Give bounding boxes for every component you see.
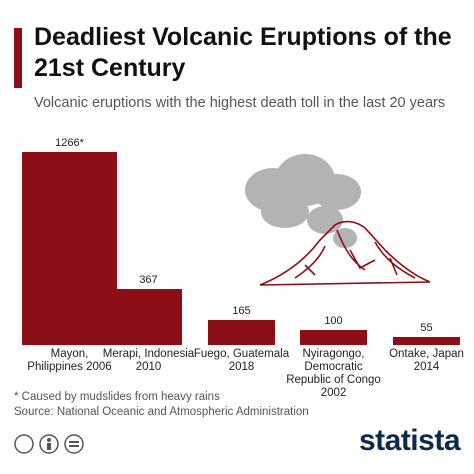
category-label: Fuego, Guatemala 2018 [193, 348, 290, 373]
volcano-illustration [245, 154, 431, 286]
bar [115, 289, 182, 345]
category-label: Ontake, Japan 2014 [389, 348, 464, 373]
value-label: 367 [139, 274, 158, 287]
source: Source: National Oceanic and Atmospheric… [14, 406, 309, 418]
value-label: 100 [324, 314, 343, 327]
footnote: * Caused by mudslides from heavy rains [14, 391, 220, 403]
value-label: 55 [420, 321, 433, 334]
value-label: 1266* [55, 137, 84, 149]
bar [300, 329, 367, 345]
category-label: Nyiragongo, Democratic Republic of Congo… [286, 348, 381, 399]
brand-logo: statista [358, 424, 461, 457]
chart-subtitle: Volcanic eruptions with the highest deat… [34, 95, 446, 111]
bar [393, 336, 460, 345]
license-icons [14, 434, 84, 454]
bar [22, 152, 117, 345]
category-label: Merapi, Indonesia 2010 [102, 348, 195, 373]
accent-bar [14, 28, 22, 88]
value-label: 165 [232, 304, 251, 317]
category-label: Mayon, Philippines 2006 [27, 348, 112, 373]
bar [208, 319, 275, 345]
chart-title: Deadliest Volcanic Eruptions of the 21st… [34, 23, 452, 82]
